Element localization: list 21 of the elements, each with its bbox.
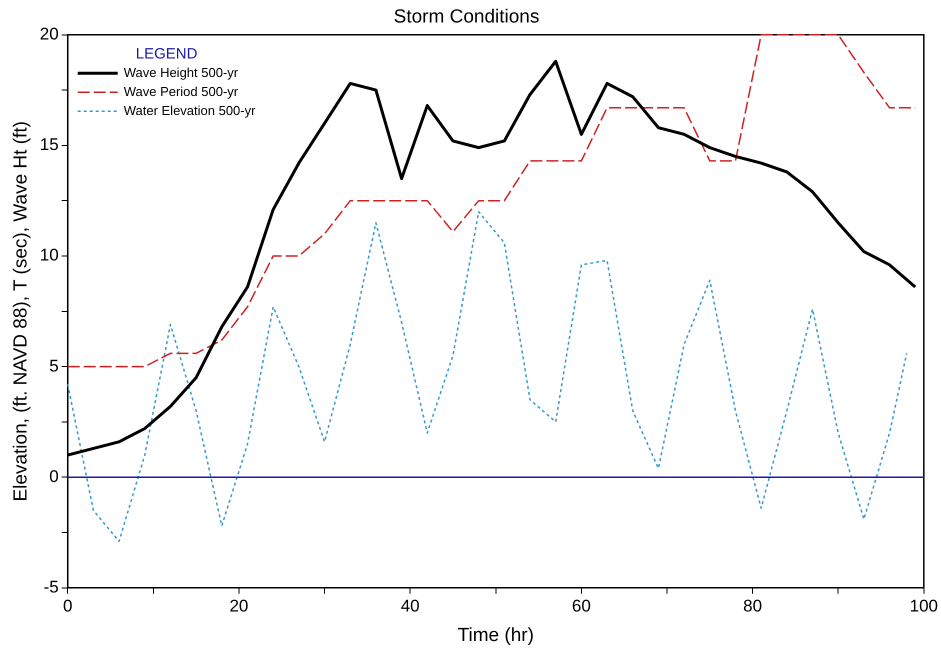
x-tick-label: 100 bbox=[910, 596, 938, 616]
y-tick-label: 20 bbox=[40, 24, 59, 44]
y-tick-label: -5 bbox=[44, 577, 59, 596]
x-tick-label: 80 bbox=[743, 596, 762, 616]
y-tick-label: 0 bbox=[49, 466, 59, 486]
line-series bbox=[66, 211, 908, 542]
line-series bbox=[66, 34, 916, 368]
y-tick-label: 5 bbox=[49, 356, 59, 376]
legend-label: Water Elevation 500-yr bbox=[124, 102, 256, 118]
chart-title: Storm Conditions bbox=[394, 6, 540, 28]
y-tick-label: 10 bbox=[40, 246, 59, 265]
x-tick-label: 40 bbox=[400, 596, 420, 616]
y-axis-title: Elevation, (ft. NAVD 88), T (sec), Wave Ht (ft) bbox=[10, 121, 32, 502]
x-tick-label: 60 bbox=[572, 596, 591, 616]
legend-title: LEGEND bbox=[136, 45, 198, 62]
x-tick-label: 0 bbox=[62, 596, 72, 616]
legend-label: Wave Period 500-yr bbox=[124, 84, 239, 99]
y-tick-label: 15 bbox=[40, 135, 59, 154]
legend-label: Wave Height 500-yr bbox=[124, 64, 239, 80]
x-axis-title: Time (hr) bbox=[458, 624, 534, 646]
x-tick-label: 20 bbox=[229, 596, 248, 616]
